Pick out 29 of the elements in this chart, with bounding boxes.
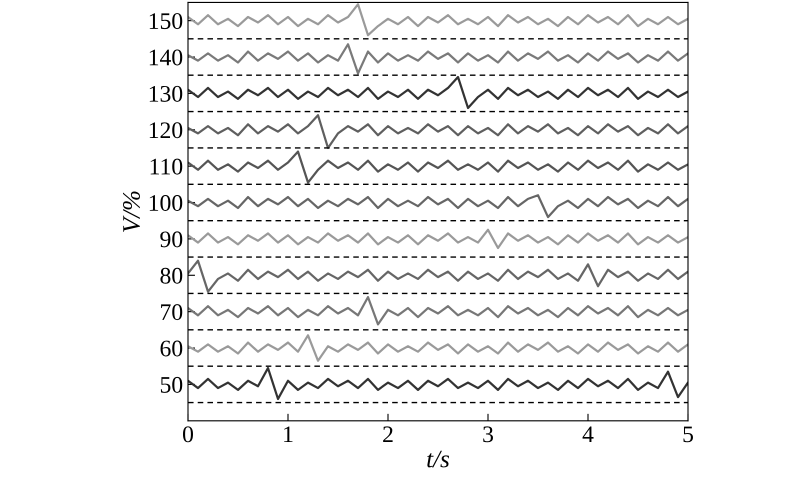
line-series	[188, 296, 688, 326]
x-tick-label: 3	[483, 426, 493, 442]
y-tick-label: 70	[161, 304, 182, 320]
y-tick-label: 100	[150, 195, 182, 211]
y-tick-label: 50	[160, 376, 182, 393]
y-tick-label: 130	[150, 86, 182, 102]
x-tick-label: 5	[683, 426, 693, 442]
line-series	[188, 260, 688, 293]
y-tick-label: 60	[160, 340, 182, 356]
line-series	[188, 194, 688, 218]
y-tick-label: 90	[160, 231, 182, 248]
line-series	[188, 114, 688, 150]
x-axis-title: t/s	[427, 450, 450, 468]
y-tick-label: 80	[160, 268, 182, 284]
line-series	[188, 334, 688, 362]
y-tick-label: 120	[150, 122, 182, 138]
x-tick-label: 2	[383, 426, 393, 442]
y-axis-title: V/%	[122, 192, 140, 232]
y-tick-label: 140	[150, 50, 182, 66]
line-series	[188, 43, 688, 74]
x-tick-label: 0	[182, 426, 194, 442]
y-tick-label: 150	[150, 13, 182, 30]
line-series	[188, 366, 688, 400]
line-series	[188, 76, 688, 110]
x-tick-label: 4	[582, 426, 594, 442]
line-series	[188, 228, 688, 250]
line-series	[188, 150, 688, 184]
x-tick-label: 1	[284, 426, 292, 442]
y-tick-label: 110	[150, 158, 182, 175]
